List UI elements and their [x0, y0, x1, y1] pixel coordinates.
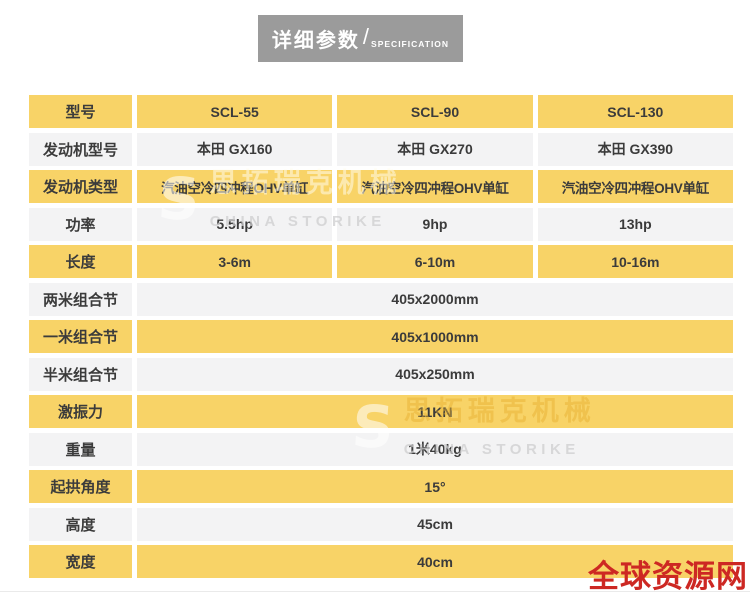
table-row-model: 型号 SCL-55 SCL-90 SCL-130 [29, 95, 733, 128]
row-value: 3-6m [137, 245, 333, 278]
row-value: 本田 GX270 [337, 132, 533, 166]
row-value: SCL-130 [537, 95, 733, 128]
section-title-en: SPECIFICATION [371, 39, 450, 49]
row-value: 汽油空冷四冲程OHV单缸 [337, 170, 533, 203]
spec-table: 型号 SCL-55 SCL-90 SCL-130 发动机型号 本田 GX160 … [29, 95, 733, 578]
row-value: 405x250mm [137, 357, 733, 391]
row-label: 长度 [29, 245, 132, 278]
row-label: 重量 [29, 432, 132, 466]
row-value: 本田 GX160 [137, 132, 333, 166]
row-value: 45cm [137, 507, 733, 541]
row-value: 40cm [137, 545, 733, 578]
table-row-arch-angle: 起拱角度 15° [29, 470, 733, 503]
row-value: 1米40kg [137, 432, 733, 466]
row-value: 10-16m [537, 245, 733, 278]
row-value: 405x1000mm [137, 320, 733, 353]
row-value: 405x2000mm [137, 282, 733, 316]
row-label: 功率 [29, 207, 132, 241]
table-row-half-meter-section: 半米组合节 405x250mm [29, 357, 733, 391]
table-row-length: 长度 3-6m 6-10m 10-16m [29, 245, 733, 278]
row-value: SCL-90 [337, 95, 533, 128]
row-label: 发动机型号 [29, 132, 132, 166]
row-value: 汽油空冷四冲程OHV单缸 [537, 170, 733, 203]
table-row-exciting-force: 激振力 11KN [29, 395, 733, 428]
table-row-two-meter-section: 两米组合节 405x2000mm [29, 282, 733, 316]
row-value: 本田 GX390 [537, 132, 733, 166]
table-row-height: 高度 45cm [29, 507, 733, 541]
site-watermark-badge: 全球资源网 [588, 559, 748, 594]
section-header: 详细参数 / SPECIFICATION [258, 15, 463, 62]
bottom-divider [0, 591, 750, 592]
row-label: 型号 [29, 95, 132, 128]
row-value: 9hp [337, 207, 533, 241]
row-label: 半米组合节 [29, 357, 132, 391]
row-value: SCL-55 [137, 95, 333, 128]
table-row-power: 功率 5.5hp 9hp 13hp [29, 207, 733, 241]
section-title-cn: 详细参数 [271, 30, 360, 52]
row-value: 6-10m [337, 245, 533, 278]
row-value: 5.5hp [137, 207, 333, 241]
title-divider: / [362, 23, 370, 49]
table-row-engine-model: 发动机型号 本田 GX160 本田 GX270 本田 GX390 [29, 132, 733, 166]
row-label: 两米组合节 [29, 282, 132, 316]
row-value: 15° [137, 470, 733, 503]
table-row-width: 宽度 40cm [29, 545, 733, 578]
row-label: 一米组合节 [29, 320, 132, 353]
table-row-engine-type: 发动机类型 汽油空冷四冲程OHV单缸 汽油空冷四冲程OHV单缸 汽油空冷四冲程O… [29, 170, 733, 203]
row-label: 宽度 [29, 545, 132, 578]
row-value: 13hp [537, 207, 733, 241]
table-row-weight: 重量 1米40kg [29, 432, 733, 466]
table-row-one-meter-section: 一米组合节 405x1000mm [29, 320, 733, 353]
row-label: 高度 [29, 507, 132, 541]
row-value: 11KN [137, 395, 733, 428]
row-label: 激振力 [29, 395, 132, 428]
row-label: 起拱角度 [29, 470, 132, 503]
row-label: 发动机类型 [29, 170, 132, 203]
row-value: 汽油空冷四冲程OHV单缸 [137, 170, 333, 203]
